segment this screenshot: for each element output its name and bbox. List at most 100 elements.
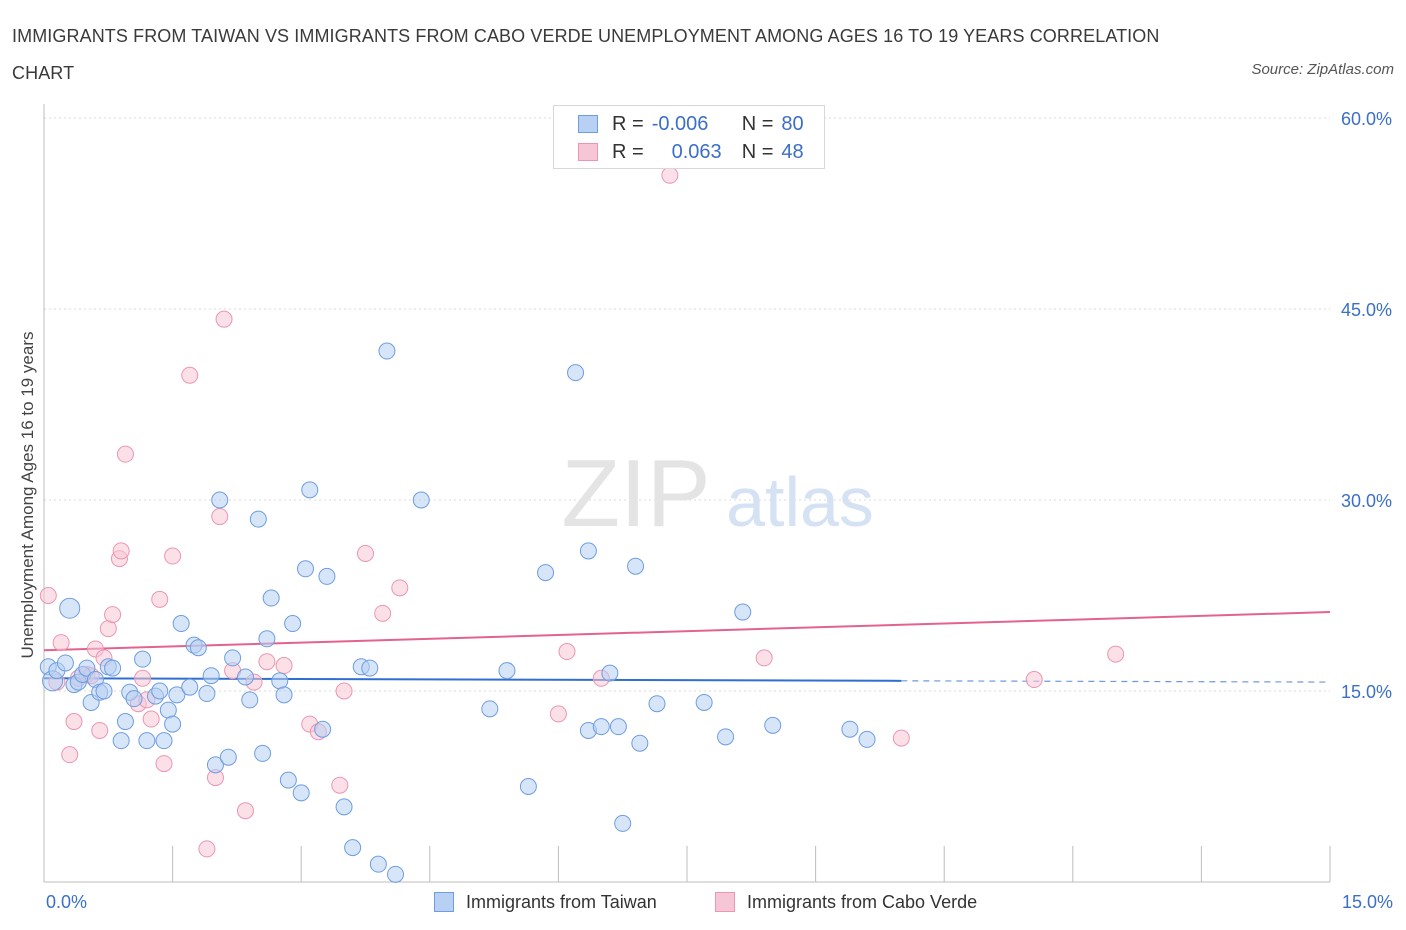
taiwan-point: [519, 778, 537, 795]
taiwan-point: [601, 664, 619, 682]
cabo-verde-r-value: 0.063: [671, 140, 722, 163]
taiwan-point: [387, 865, 405, 883]
taiwan-point: [614, 814, 632, 832]
taiwan-point: [314, 720, 332, 738]
cabo-verde-point: [181, 366, 199, 384]
taiwan-point: [151, 682, 169, 700]
taiwan-legend-label: Immigrants from Taiwan: [466, 891, 657, 912]
taiwan-point: [481, 700, 499, 718]
taiwan-point: [296, 560, 314, 578]
cabo-verde-point: [164, 547, 182, 565]
cabo-verde-point: [52, 634, 70, 652]
n-label: N =: [741, 112, 774, 135]
taiwan-point: [224, 649, 242, 667]
legend-item-cabo-verde: Immigrants from Cabo Verde: [715, 889, 977, 915]
cabo-verde-point: [61, 746, 79, 764]
taiwan-point: [378, 342, 396, 360]
cabo-verde-point: [335, 682, 353, 700]
taiwan-point: [369, 855, 387, 873]
taiwan-point: [764, 716, 782, 734]
taiwan-point: [258, 630, 276, 648]
cabo-verde-point: [558, 643, 576, 661]
y-tick-label: 30.0%: [1341, 491, 1392, 511]
cabo-verde-legend-label: Immigrants from Cabo Verde: [747, 891, 978, 912]
taiwan-trend-extension: [901, 680, 1331, 683]
taiwan-point: [59, 597, 81, 619]
taiwan-point: [648, 695, 666, 713]
x-tick-label: 15.0%: [1342, 892, 1393, 912]
taiwan-point: [627, 557, 645, 575]
cabo-verde-n-value: 48: [781, 140, 804, 163]
taiwan-point: [841, 720, 859, 738]
taiwan-point: [168, 686, 186, 704]
taiwan-point: [344, 839, 362, 857]
legend-item-taiwan: Immigrants from Taiwan: [434, 889, 657, 915]
cabo-verde-point: [755, 649, 773, 667]
y-tick-label: 45.0%: [1341, 300, 1392, 320]
cabo-verde-point: [391, 579, 409, 597]
cabo-verde-point: [258, 653, 276, 671]
n-label: N =: [741, 140, 774, 163]
taiwan-point: [361, 659, 379, 677]
cabo-verde-point: [65, 713, 83, 731]
cabo-verde-point: [134, 669, 152, 687]
cabo-verde-point: [357, 544, 374, 562]
taiwan-point: [567, 364, 585, 382]
cabo-verde-swatch: [578, 143, 598, 161]
cabo-verde-point: [155, 755, 173, 773]
y-tick-label: 15.0%: [1341, 682, 1392, 702]
cabo-verde-point: [39, 587, 57, 604]
taiwan-point: [292, 784, 310, 802]
taiwan-point: [219, 748, 237, 766]
cabo-verde-point: [142, 710, 160, 728]
taiwan-point: [284, 615, 302, 633]
taiwan-point: [695, 693, 713, 711]
cabo-verde-point: [1107, 645, 1125, 663]
cabo-verde-point: [892, 729, 910, 747]
r-label: R =: [612, 140, 644, 163]
tick-labels: 15.0% 30.0% 45.0% 60.0% 0.0% 15.0%: [46, 109, 1393, 912]
cabo-verde-point: [116, 445, 134, 463]
taiwan-point: [249, 510, 267, 528]
cabo-verde-point: [374, 604, 392, 622]
cabo-verde-point: [99, 620, 117, 638]
taiwan-legend-swatch: [434, 892, 454, 912]
cabo-verde-point: [275, 657, 293, 675]
taiwan-point: [112, 732, 130, 750]
taiwan-point: [412, 491, 430, 509]
y-tick-label: 60.0%: [1341, 109, 1392, 129]
stats-row-cabo-verde: R = 0.063 N = 48: [578, 141, 804, 163]
taiwan-point: [335, 798, 353, 816]
taiwan-point: [125, 690, 143, 708]
r-label: R =: [612, 112, 644, 135]
taiwan-point: [134, 650, 152, 668]
taiwan-point: [202, 667, 220, 685]
taiwan-point: [164, 715, 182, 733]
taiwan-points: [39, 342, 876, 883]
taiwan-point: [95, 682, 113, 700]
taiwan-point: [155, 732, 173, 750]
taiwan-point: [254, 744, 272, 762]
taiwan-point: [236, 668, 254, 686]
watermark-zip: ZIP: [561, 440, 710, 547]
taiwan-trend-line: [43, 677, 902, 682]
taiwan-point: [138, 732, 156, 750]
cabo-verde-point: [549, 705, 567, 723]
cabo-verde-point: [91, 721, 109, 739]
taiwan-point: [579, 542, 597, 560]
taiwan-point: [734, 603, 752, 621]
taiwan-point: [189, 639, 207, 657]
cabo-verde-point: [104, 606, 122, 624]
taiwan-point: [631, 734, 649, 752]
taiwan-point: [318, 567, 336, 585]
taiwan-point: [717, 728, 735, 746]
taiwan-point: [271, 672, 289, 690]
cabo-verde-point: [151, 590, 169, 608]
cabo-verde-point: [331, 776, 349, 794]
source-credit: Source: ZipAtlas.com: [1251, 61, 1394, 78]
trend-lines: [43, 611, 1331, 683]
watermark: ZIP atlas: [561, 440, 874, 547]
cabo-verde-point: [215, 310, 233, 328]
taiwan-n-value: 80: [781, 112, 804, 135]
